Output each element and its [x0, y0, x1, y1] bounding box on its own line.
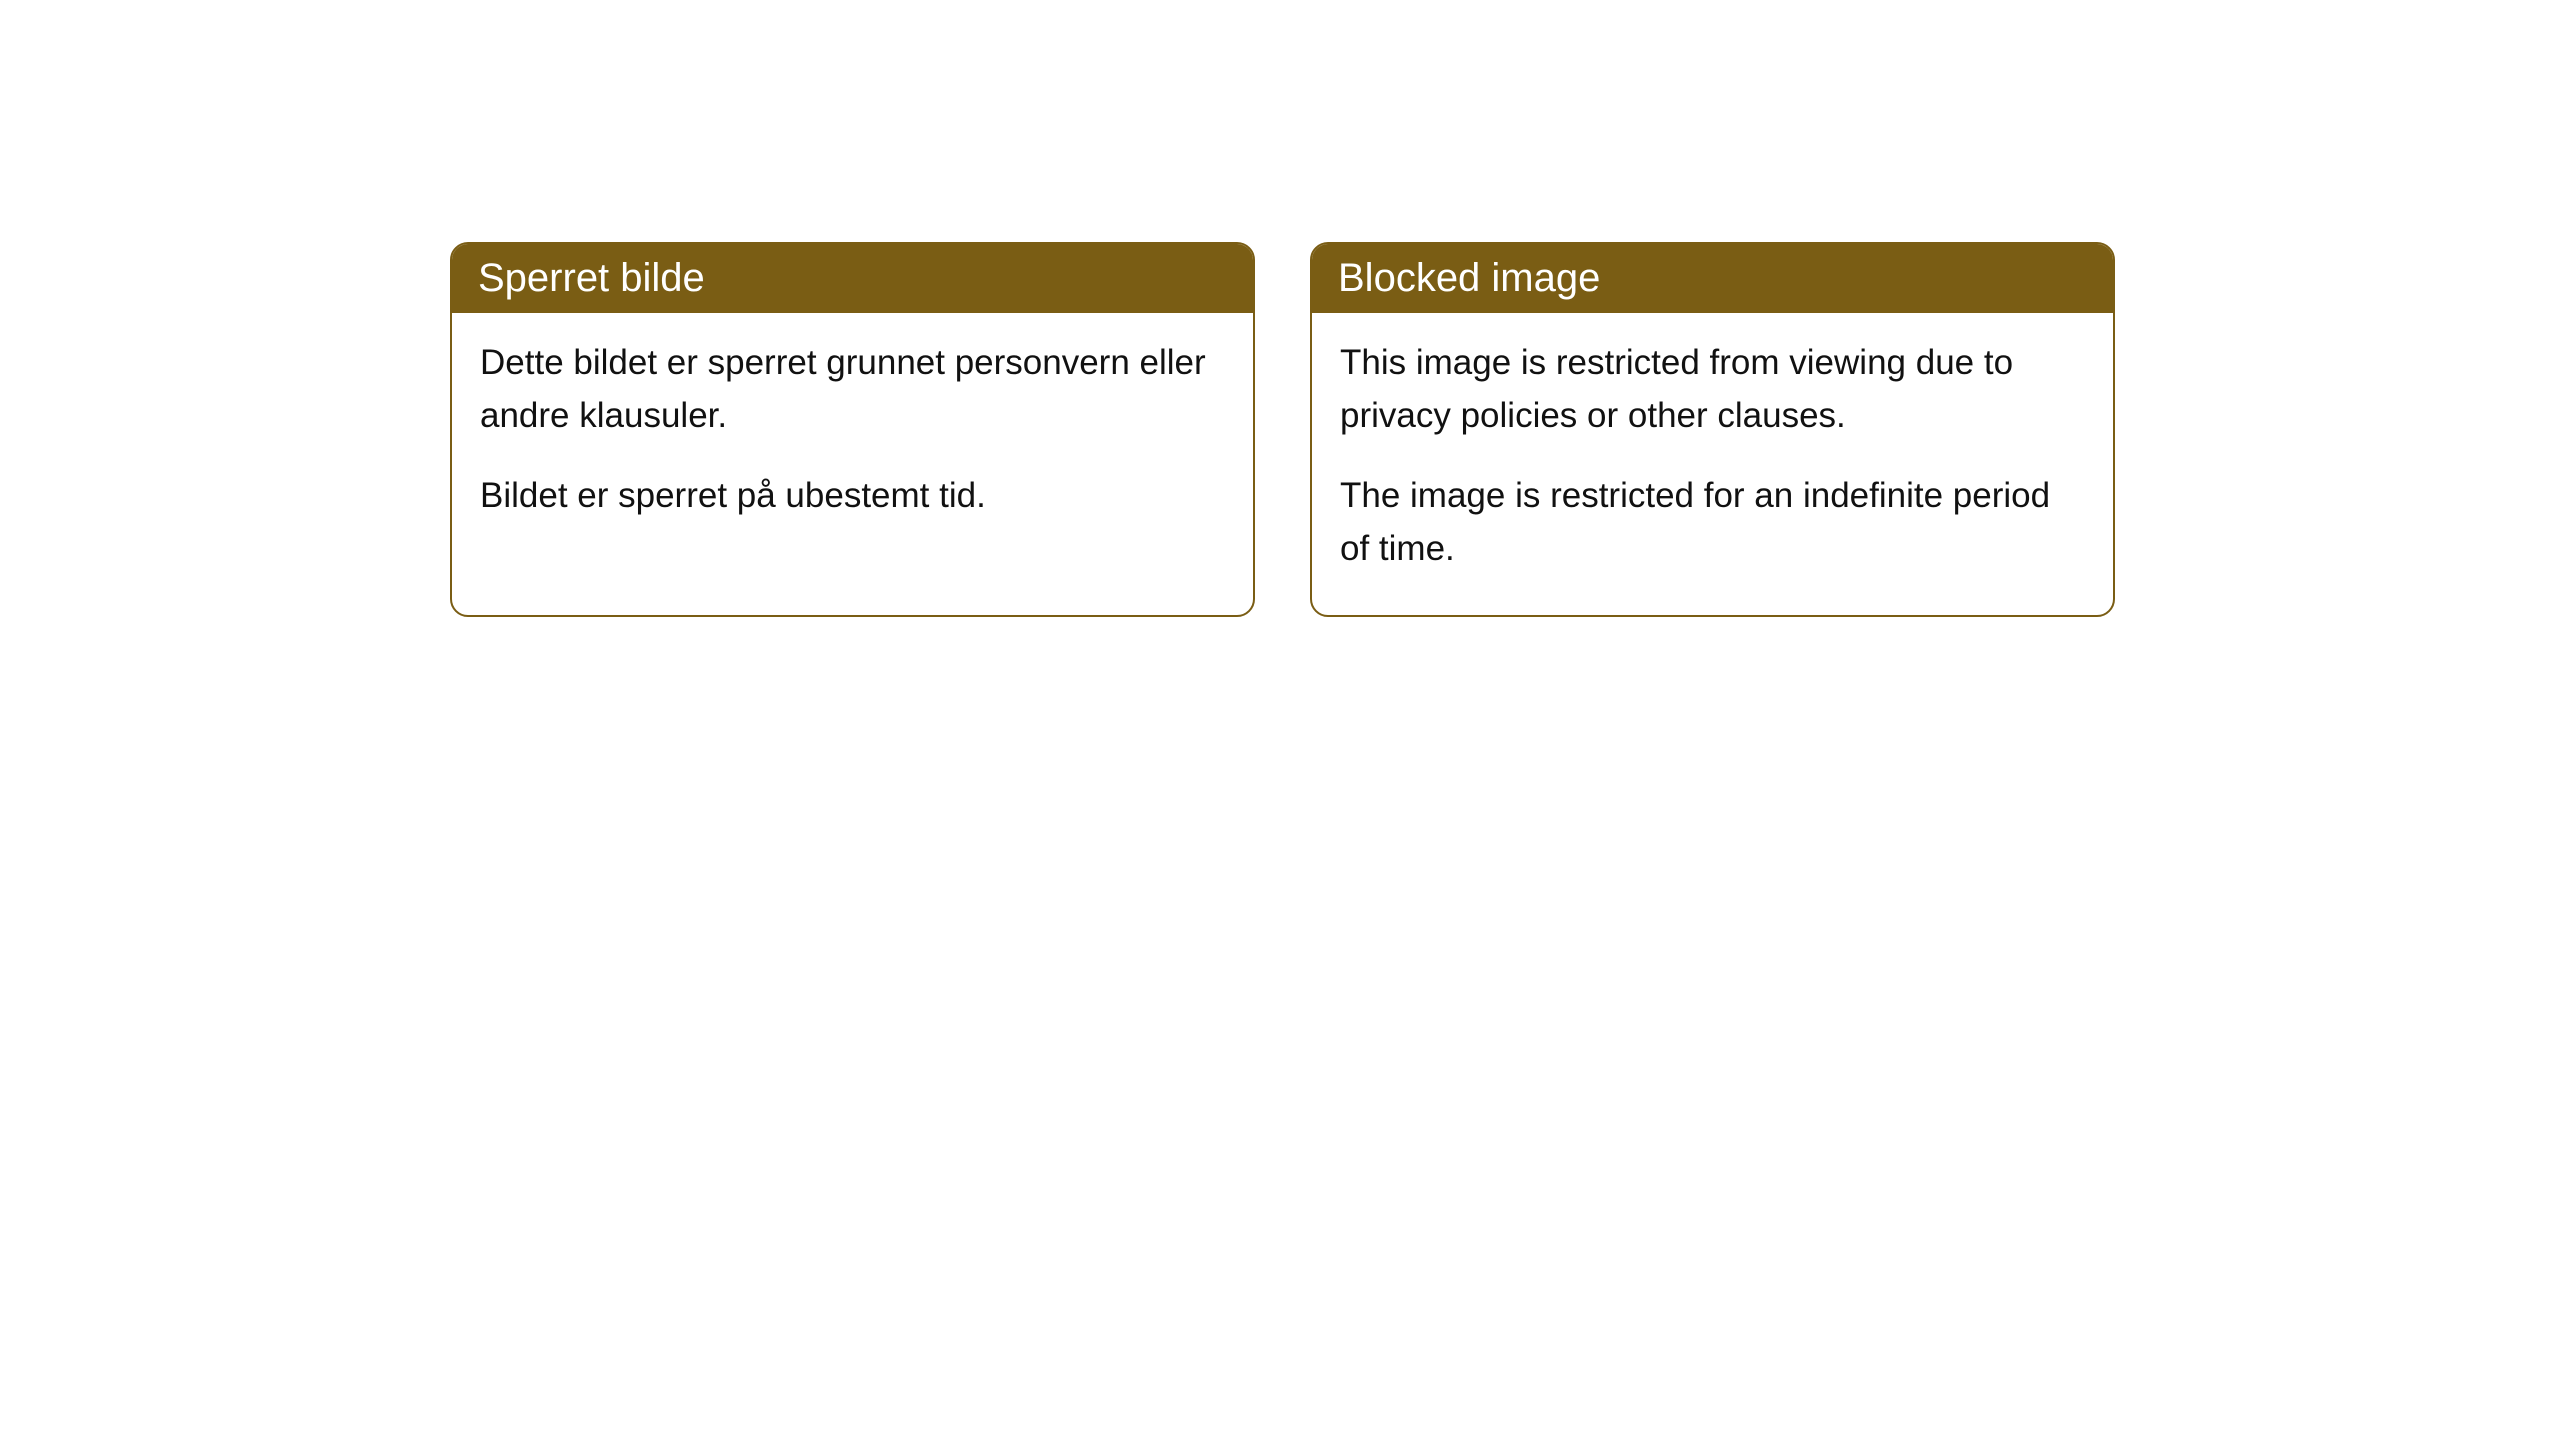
card-paragraph: Bildet er sperret på ubestemt tid. — [480, 470, 1225, 523]
card-body: Dette bildet er sperret grunnet personve… — [452, 313, 1253, 563]
card-title: Sperret bilde — [478, 256, 705, 300]
card-header: Blocked image — [1312, 244, 2113, 313]
notice-cards-container: Sperret bilde Dette bildet er sperret gr… — [450, 242, 2115, 617]
card-body: This image is restricted from viewing du… — [1312, 313, 2113, 615]
notice-card-norwegian: Sperret bilde Dette bildet er sperret gr… — [450, 242, 1255, 617]
card-title: Blocked image — [1338, 256, 1600, 300]
card-paragraph: This image is restricted from viewing du… — [1340, 337, 2085, 442]
card-paragraph: Dette bildet er sperret grunnet personve… — [480, 337, 1225, 442]
card-paragraph: The image is restricted for an indefinit… — [1340, 470, 2085, 575]
notice-card-english: Blocked image This image is restricted f… — [1310, 242, 2115, 617]
card-header: Sperret bilde — [452, 244, 1253, 313]
